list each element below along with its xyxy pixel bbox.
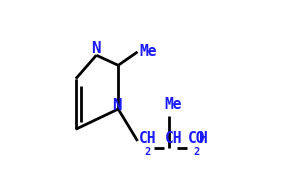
Text: N: N (113, 98, 122, 113)
Text: H: H (199, 131, 208, 146)
Text: CH: CH (139, 131, 157, 146)
Text: Me: Me (165, 97, 182, 111)
Text: 2: 2 (144, 147, 151, 157)
Text: Me: Me (140, 43, 157, 58)
Text: N: N (91, 41, 101, 56)
Text: CO: CO (188, 131, 206, 146)
Text: CH: CH (165, 131, 182, 146)
Text: 2: 2 (193, 147, 199, 157)
